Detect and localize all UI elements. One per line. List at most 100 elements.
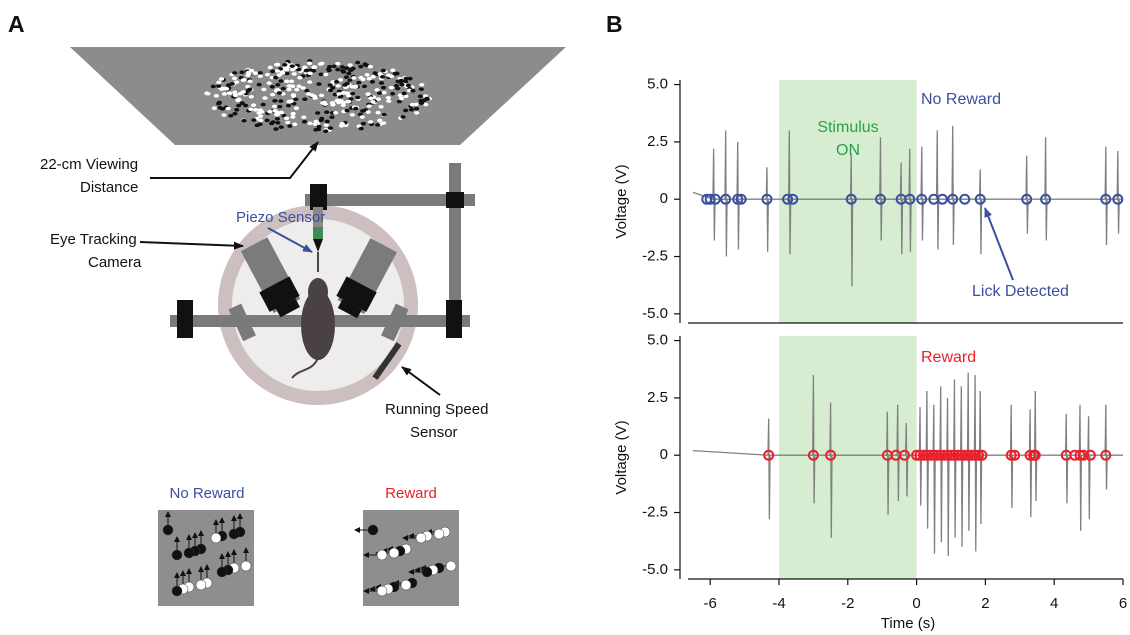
screen-dot — [395, 86, 401, 91]
y-tick-label: -5.0 — [642, 305, 668, 322]
patch-dot — [195, 579, 207, 591]
screen-dot — [267, 109, 273, 114]
screen-dot — [316, 82, 322, 86]
screen-dot — [365, 110, 371, 114]
screen-dot — [216, 84, 222, 88]
screen-dot — [313, 127, 319, 132]
screen-dot — [344, 108, 350, 113]
screen-dot — [322, 102, 328, 106]
lick-marker — [974, 193, 986, 205]
x-tick-label: -2 — [841, 595, 854, 612]
label: Sensor — [410, 424, 458, 441]
y-tick-label: 2.5 — [647, 133, 668, 150]
label: Reward — [385, 485, 437, 502]
screen-dot — [331, 64, 337, 69]
screen-dot — [367, 64, 374, 69]
screen-dot — [319, 116, 325, 121]
arrow — [267, 227, 313, 253]
label: Distance — [80, 179, 138, 196]
screen-dot — [324, 110, 330, 115]
screen-dot — [250, 103, 257, 107]
screen-dot — [327, 126, 334, 130]
annotation: No Reward — [921, 91, 1001, 108]
screen-dot — [313, 119, 319, 124]
screen-dot — [380, 68, 386, 73]
left-camera — [240, 237, 301, 318]
screen-dot — [385, 95, 391, 100]
patch-dot — [388, 547, 400, 559]
screen-dot — [232, 111, 238, 116]
setup-diagram: 22-cm Viewing Distance — [40, 47, 566, 606]
y-tick-label: 0 — [660, 190, 668, 207]
label: Piezo Sensor — [236, 209, 325, 226]
lick-marker — [976, 449, 988, 461]
patch-dot — [216, 566, 228, 578]
screen-dot — [248, 94, 254, 99]
screen-dot — [400, 115, 406, 119]
screen-dot — [403, 76, 409, 81]
screen-dot — [245, 88, 251, 93]
x-tick-label: -4 — [772, 595, 785, 612]
screen-dot — [269, 85, 275, 89]
lick-marker — [761, 193, 773, 205]
screen-dot — [227, 91, 233, 95]
screen-dot — [239, 101, 245, 105]
patch-dot — [433, 528, 445, 540]
screen-dot — [335, 67, 341, 72]
screen-dot — [301, 115, 307, 120]
lick-marker — [959, 193, 971, 205]
lick-marker — [938, 449, 950, 461]
screen-dot — [330, 86, 336, 90]
screen-dot — [213, 94, 219, 98]
patch-dot — [367, 524, 379, 536]
screen-dot — [334, 98, 340, 103]
screen-dot — [316, 124, 322, 129]
screen-dot — [342, 83, 348, 87]
lick-marker — [935, 449, 947, 461]
screen — [70, 47, 566, 145]
screen-dot — [272, 108, 278, 113]
right-camera — [336, 238, 397, 319]
screen-dot — [398, 78, 404, 83]
mouse — [291, 278, 335, 379]
screen-dot — [274, 69, 281, 73]
screen-dot — [315, 111, 321, 115]
screen-dot — [278, 125, 284, 129]
lick-marker — [973, 449, 985, 461]
screen-dot — [360, 121, 367, 126]
screen-dot — [345, 99, 351, 104]
screen-dot — [399, 82, 405, 87]
screen-dot — [358, 64, 364, 69]
lick-marker — [952, 449, 964, 461]
screen-dot — [366, 76, 372, 81]
y-axis-label: Voltage (V) — [613, 164, 630, 238]
screen-dot — [401, 91, 407, 96]
screen-dot — [275, 83, 281, 87]
y-tick-label: -5.0 — [642, 561, 668, 578]
screen-dot — [388, 85, 394, 90]
screen-dot — [339, 65, 345, 69]
screen-dot — [285, 120, 291, 125]
screen-dot — [217, 105, 223, 110]
screen-dot — [368, 96, 374, 100]
screen-dot — [340, 69, 346, 73]
arrow — [401, 366, 441, 396]
lick-marker — [1112, 193, 1124, 205]
screen-dot — [375, 123, 381, 127]
annotation: Reward — [921, 349, 976, 366]
screen-dot — [419, 83, 425, 87]
lick-marker — [936, 193, 948, 205]
screen-dot — [278, 99, 284, 103]
screen-dot — [334, 80, 340, 84]
screen-dot — [323, 129, 329, 133]
lick-marker — [1040, 193, 1052, 205]
lick-marker — [825, 449, 837, 461]
screen-dot — [339, 121, 345, 126]
screen-dot — [381, 121, 387, 125]
screen-dot — [280, 86, 286, 91]
lick-marker — [959, 449, 971, 461]
screen-dot — [224, 87, 230, 91]
screen-dot — [287, 124, 293, 128]
screen-dot — [393, 83, 399, 88]
annotation: Stimulus — [817, 119, 878, 136]
